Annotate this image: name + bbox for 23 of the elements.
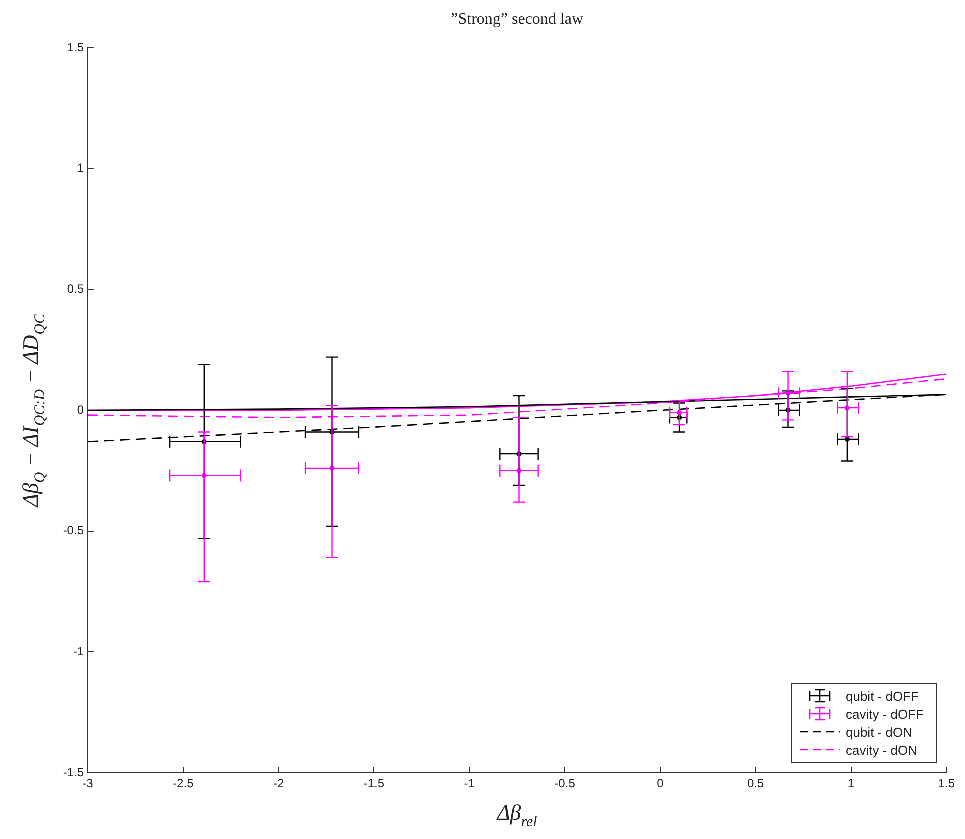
x-tick-label: -2.5 bbox=[173, 776, 194, 791]
y-tick-label: -1 bbox=[73, 644, 84, 658]
y-tick-label: -1.5 bbox=[63, 765, 84, 780]
y-tick-label: 1.5 bbox=[67, 40, 84, 54]
x-tick-label: 1.5 bbox=[938, 776, 956, 791]
x-tick-label: 0 bbox=[657, 776, 664, 791]
legend-label: cavity - dON bbox=[846, 742, 918, 758]
y-tick-label: 0.5 bbox=[67, 282, 84, 296]
y-tick-label: -0.5 bbox=[63, 524, 84, 538]
legend-label: cavity - dOFF bbox=[846, 706, 924, 722]
legend-label: qubit - dOFF bbox=[846, 688, 919, 704]
x-tick-label: -0.5 bbox=[554, 776, 576, 791]
y-tick-label: 0 bbox=[77, 402, 84, 417]
x-tick-label: -1.5 bbox=[364, 776, 385, 791]
legend-label: qubit - dON bbox=[846, 724, 912, 740]
x-tick-label: -3 bbox=[82, 776, 94, 791]
chart-title: ”Strong” second law bbox=[451, 11, 584, 28]
x-tick-label: 0.5 bbox=[748, 776, 765, 791]
x-tick-label: -1 bbox=[464, 776, 476, 791]
x-tick-label: 1 bbox=[848, 776, 855, 791]
y-axis-title: ΔβQ − ΔIQC:D − ΔDQC bbox=[18, 313, 49, 508]
y-tick-label: 1 bbox=[77, 161, 84, 176]
x-tick-label: -2 bbox=[273, 776, 284, 791]
